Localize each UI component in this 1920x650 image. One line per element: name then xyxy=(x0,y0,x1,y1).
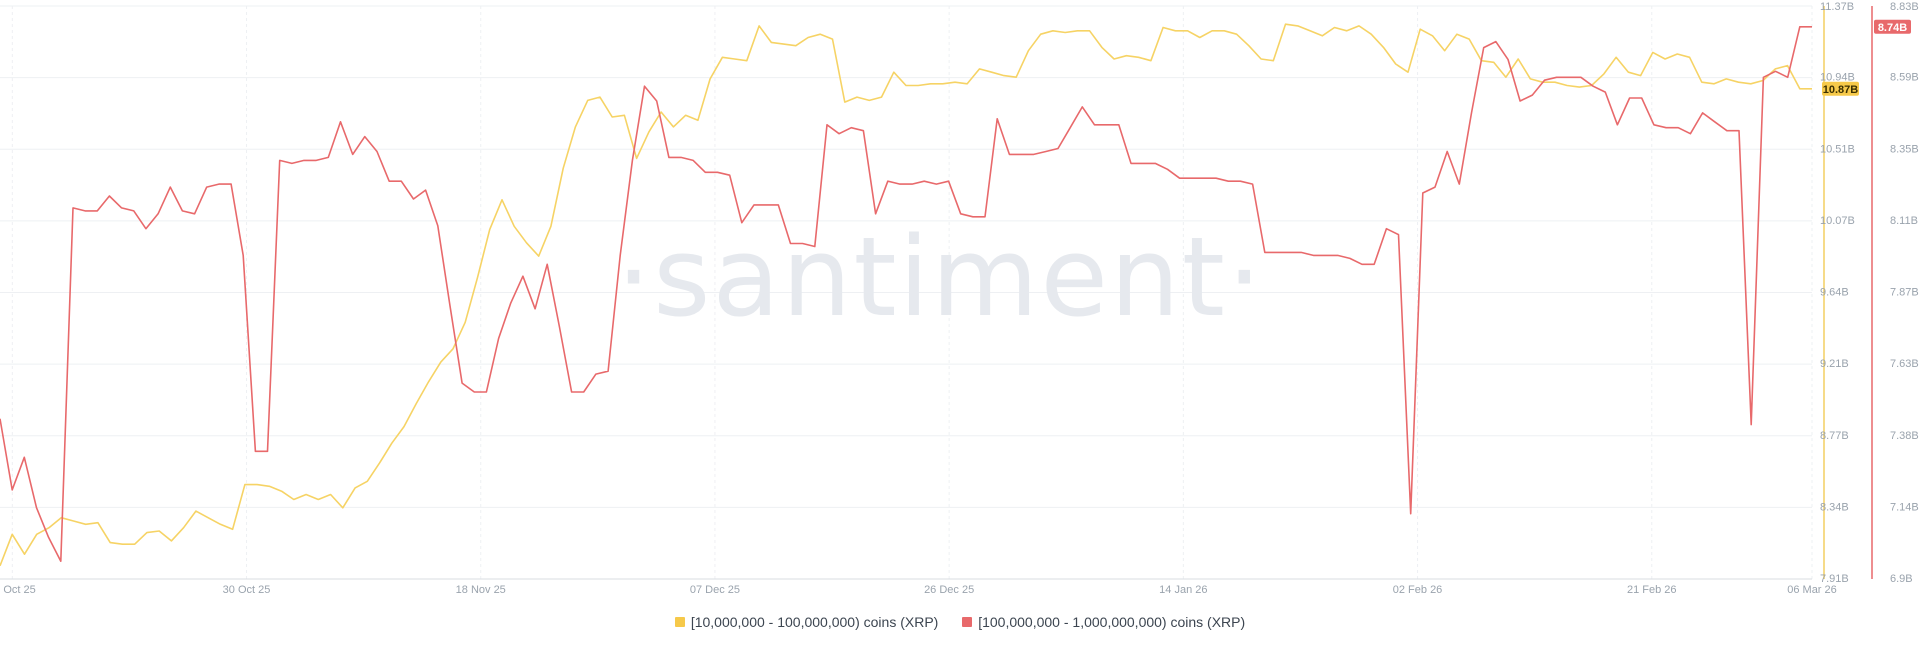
left-tick-label: 9.21B xyxy=(1820,358,1849,370)
axis-frame xyxy=(0,6,1873,580)
right-tick-label: 8.35B xyxy=(1890,143,1919,155)
right-tick-label: 6.9B xyxy=(1890,573,1913,585)
right-tick-label: 7.87B xyxy=(1890,287,1919,299)
badge-label: 8.74B xyxy=(1878,22,1907,34)
left-axis: 7.91B 8.34B 8.77B 9.21B 9.64B 10.07B 10.51B 10.… xyxy=(1820,1,1855,585)
right-tick-label: 8.83B xyxy=(1890,1,1919,13)
legend-item-mid-holders[interactable]: [10,000,000 - 100,000,000) coins (XRP) xyxy=(674,614,939,630)
x-tick-label: 21 Feb 26 xyxy=(1627,584,1677,596)
left-tick-label: 10.07B xyxy=(1820,215,1855,227)
right-tick-label: 7.63B xyxy=(1890,358,1919,370)
left-tick-label: 11.37B xyxy=(1820,1,1854,13)
legend-item-large-holders[interactable]: [100,000,000 - 1,000,000,000) coins (XRP… xyxy=(962,614,1245,630)
last-value-badges: 10.87B 8.74B xyxy=(1822,19,1911,96)
last-value-badge-left: 10.87B xyxy=(1822,81,1859,96)
grid xyxy=(0,5,1813,580)
x-tick-label: 26 Dec 25 xyxy=(924,584,974,596)
legend-swatch-yellow xyxy=(674,617,685,627)
badge-background xyxy=(1822,81,1859,96)
last-value-badge-right: 8.74B xyxy=(1874,19,1911,34)
left-tick-label: 8.77B xyxy=(1820,430,1849,442)
right-tick-label: 7.38B xyxy=(1890,430,1919,442)
series-line-large-holders xyxy=(0,25,1812,563)
right-tick-label: 8.11B xyxy=(1890,215,1918,227)
left-tick-label: 8.34B xyxy=(1820,501,1849,513)
x-axis: 11 Oct 25 30 Oct 25 18 Nov 25 07 Dec 25 26 D… xyxy=(0,584,1837,596)
right-tick-label: 8.59B xyxy=(1890,72,1919,84)
x-tick-label: 14 Jan 26 xyxy=(1159,584,1207,596)
series-layer xyxy=(0,23,1812,567)
right-tick-label: 7.14B xyxy=(1890,501,1919,513)
left-tick-label: 10.94B xyxy=(1820,72,1855,84)
santiment-watermark: ·santiment· xyxy=(616,213,1264,341)
badge-label: 10.87B xyxy=(1823,84,1859,96)
x-tick-label: 30 Oct 25 xyxy=(223,584,271,596)
badge-background xyxy=(1874,19,1911,34)
x-tick-label: 02 Feb 26 xyxy=(1393,584,1443,596)
x-tick-label: 06 Mar 26 xyxy=(1787,584,1837,596)
right-axis: 6.9B 7.14B 7.38B 7.63B 7.87B 8.11B 8.35B 8.59B 8… xyxy=(1890,1,1919,585)
legend: [10,000,000 - 100,000,000) coins (XRP) [… xyxy=(0,614,1920,630)
left-tick-label: 10.51B xyxy=(1820,143,1855,155)
x-tick-label: 18 Nov 25 xyxy=(456,584,506,596)
x-tick-label: 11 Oct 25 xyxy=(0,584,36,596)
legend-swatch-red xyxy=(962,617,973,627)
x-tick-label: 07 Dec 25 xyxy=(690,584,740,596)
left-tick-label: 7.91B xyxy=(1820,573,1849,585)
series-line-mid-holders xyxy=(0,23,1812,567)
legend-label: [10,000,000 - 100,000,000) coins (XRP) xyxy=(690,614,939,630)
legend-label: [100,000,000 - 1,000,000,000) coins (XRP… xyxy=(978,614,1246,630)
left-tick-label: 9.64B xyxy=(1820,287,1849,299)
